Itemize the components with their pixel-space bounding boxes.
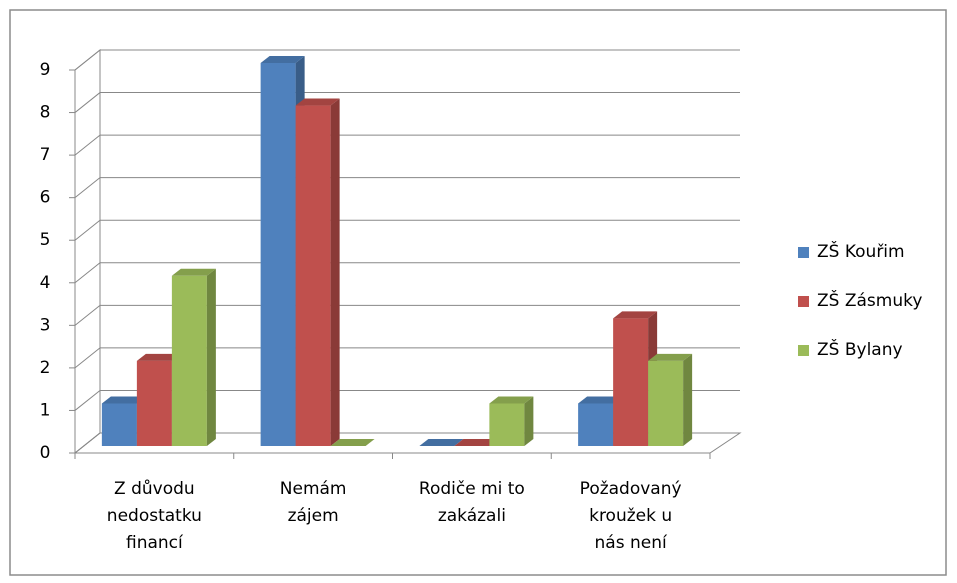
bar-top — [260, 56, 305, 63]
bar-top — [578, 396, 623, 404]
y-tick-label: 2 — [40, 358, 51, 378]
bar-top — [613, 311, 658, 319]
bar-front — [101, 403, 137, 446]
grid-line — [74, 304, 740, 326]
bar-front — [136, 360, 172, 446]
bar — [260, 56, 305, 446]
y-tick-label: 7 — [40, 145, 51, 165]
legend-label: ZŠ Kouřim — [817, 240, 905, 262]
bar-top — [419, 439, 464, 446]
bar-side — [524, 396, 534, 446]
x-tick-label: zakázali — [438, 506, 506, 526]
y-tick-label: 3 — [40, 315, 51, 335]
bar — [330, 439, 375, 446]
x-tick-label: Rodiče mi to — [419, 479, 525, 499]
x-tick-label: Nemám — [280, 479, 347, 499]
bar-top — [648, 353, 693, 361]
bar — [454, 439, 499, 446]
bar — [419, 439, 464, 446]
x-tick-label: Požadovaný — [580, 479, 682, 499]
bar-top — [454, 439, 499, 446]
bar — [489, 396, 534, 446]
grid-line — [74, 389, 740, 411]
x-tick-label: nás není — [595, 533, 668, 553]
y-tick-label: 8 — [40, 103, 51, 123]
bar-side — [330, 98, 340, 447]
bar-front — [295, 105, 331, 447]
grid-line — [74, 92, 740, 113]
grid-line — [74, 219, 740, 241]
x-tick-label: Z důvodu — [114, 479, 195, 499]
chart-border — [9, 9, 947, 576]
bar-top — [171, 268, 216, 276]
grid-line — [74, 347, 740, 369]
grid-line — [74, 177, 740, 199]
y-tick-label: 1 — [40, 400, 51, 420]
legend-swatch — [798, 345, 809, 356]
bar-front — [578, 403, 614, 446]
grid-line — [74, 134, 740, 156]
bar-side — [206, 268, 216, 446]
bar-top — [136, 353, 181, 361]
x-tick-label: financí — [126, 533, 184, 553]
bar-top — [295, 98, 340, 106]
x-tick-label: kroužek u — [589, 506, 672, 526]
bar-top — [330, 439, 375, 446]
y-tick-label: 9 — [40, 60, 51, 80]
legend-label: ZŠ Bylany — [817, 338, 903, 360]
x-tick-label: nedostatku — [107, 506, 202, 526]
y-tick-label: 5 — [40, 230, 51, 250]
grid-line — [74, 49, 740, 71]
y-tick-label: 4 — [40, 273, 51, 293]
bar-side — [683, 353, 693, 446]
legend-swatch — [798, 296, 809, 307]
bar-front — [260, 63, 296, 446]
grid-line — [74, 262, 740, 284]
bar — [171, 268, 216, 446]
bar-top — [489, 396, 534, 404]
legend-label: ZŠ Zásmuky — [817, 289, 922, 311]
bar — [295, 98, 340, 447]
bar-top — [101, 396, 146, 404]
bar-front — [489, 403, 525, 446]
y-tick-label: 6 — [40, 188, 51, 208]
bar-front — [613, 318, 649, 446]
legend-swatch — [798, 247, 809, 258]
bar-front — [171, 275, 207, 446]
y-tick-label: 0 — [40, 443, 51, 463]
bar — [648, 353, 693, 446]
x-tick-label: zájem — [288, 506, 339, 526]
bar-front — [648, 360, 684, 446]
